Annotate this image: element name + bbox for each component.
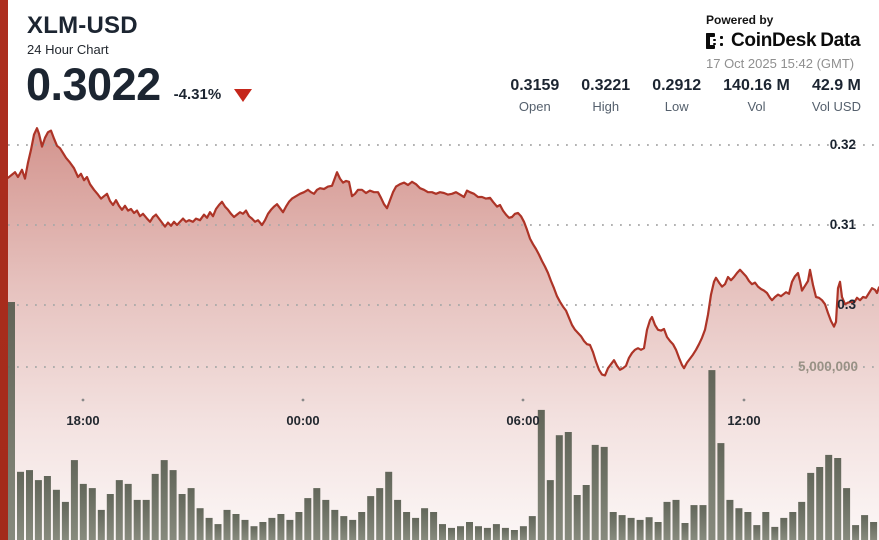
stat-open: 0.3159 Open [510,77,559,114]
down-triangle-icon [234,89,253,102]
stat-vol: 140.16 M Vol [723,77,790,114]
left-accent-stripe [0,0,8,540]
price-row: 0.3022 -4.31% [26,59,253,110]
pair-symbol: XLM-USD [27,12,138,39]
stat-vol-usd: 42.9 M Vol USD [812,77,861,114]
y-tick-0.31: 0.31 [829,217,856,232]
chart-subtitle: 24 Hour Chart [27,42,109,57]
y-tick-0.3: 0.3 [837,297,856,312]
coindesk-brand-text: CoinDesk Data [731,30,861,51]
powered-by-block[interactable]: Powered by CoinDesk Data 17 Oct 2025 15:4… [706,13,861,71]
volume-tick-5m: 5,000,000 [797,359,858,374]
price-change-percent: -4.31% [173,86,222,103]
powered-by-label: Powered by [706,13,774,27]
x-tick-06:00: 06:00 [506,413,540,428]
open-value: 0.3159 [510,77,560,94]
stats-row: 0.3159 Open 0.3221 High 0.2912 Low 140.1… [510,77,861,114]
open-label: Open [518,99,551,114]
vol-value: 140.16 M [723,77,790,94]
low-label: Low [664,99,689,114]
stat-high: 0.3221 High [581,77,630,114]
low-value: 0.2912 [652,77,702,94]
stat-low: 0.2912 Low [652,77,701,114]
x-tick-00:00: 00:00 [286,413,320,428]
coindesk-logo-icon [706,32,726,51]
current-price: 0.3022 [26,59,161,110]
coindesk-brand-row[interactable]: CoinDesk Data [706,30,861,52]
vol-label: Vol [747,99,766,114]
high-value: 0.3221 [581,77,631,94]
vol-usd-label: Vol USD [811,99,861,114]
vol-usd-value: 42.9 M [811,77,861,94]
chart-timestamp: 17 Oct 2025 15:42 (GMT) [706,56,855,71]
y-tick-0.32: 0.32 [829,137,856,152]
high-label: High [592,99,620,114]
x-tick-18:00: 18:00 [66,413,100,428]
x-tick-12:00: 12:00 [727,413,761,428]
header: XLM-USD 24 Hour Chart [27,12,138,57]
